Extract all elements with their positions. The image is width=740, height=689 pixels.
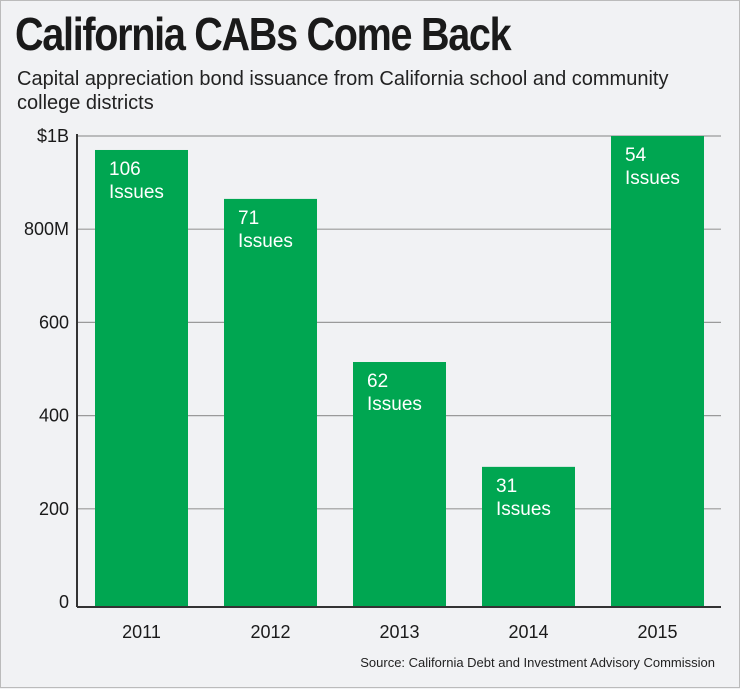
bar-2013 xyxy=(353,362,446,607)
chart-subtitle: Capital appreciation bond issuance from … xyxy=(17,68,669,114)
x-tick-label: 2015 xyxy=(637,622,677,642)
y-tick-label: 800M xyxy=(24,219,69,239)
bar-label-word: Issues xyxy=(367,394,422,415)
y-tick-label: $1B xyxy=(37,126,69,146)
bar-label-word: Issues xyxy=(496,499,551,520)
bar-2014 xyxy=(482,466,575,607)
bar-label-count: 54 xyxy=(625,145,647,166)
bar-label-word: Issues xyxy=(625,168,680,189)
bar-label-count: 62 xyxy=(367,371,388,392)
bar-2015 xyxy=(611,136,704,607)
bar-2012 xyxy=(224,198,317,607)
x-tick-label: 2011 xyxy=(122,622,161,642)
y-tick-label: 600 xyxy=(39,312,69,332)
bar-label-count: 31 xyxy=(496,476,517,497)
x-tick-label: 2014 xyxy=(508,622,548,642)
bar-label-count: 106 xyxy=(109,159,141,180)
bar-label-count: 71 xyxy=(238,208,259,229)
y-tick-label: 0 xyxy=(59,592,69,612)
y-tick-label: 400 xyxy=(39,406,69,426)
x-tick-label: 2013 xyxy=(379,622,419,642)
y-tick-label: 200 xyxy=(39,499,69,519)
x-tick-label: 2012 xyxy=(250,622,290,642)
chart-title: California CABs Come Back xyxy=(15,8,512,60)
bar-label-word: Issues xyxy=(109,182,164,203)
bar-label-word: Issues xyxy=(238,231,293,252)
source-note: Source: California Debt and Investment A… xyxy=(360,655,715,670)
bar-2011 xyxy=(95,149,188,608)
